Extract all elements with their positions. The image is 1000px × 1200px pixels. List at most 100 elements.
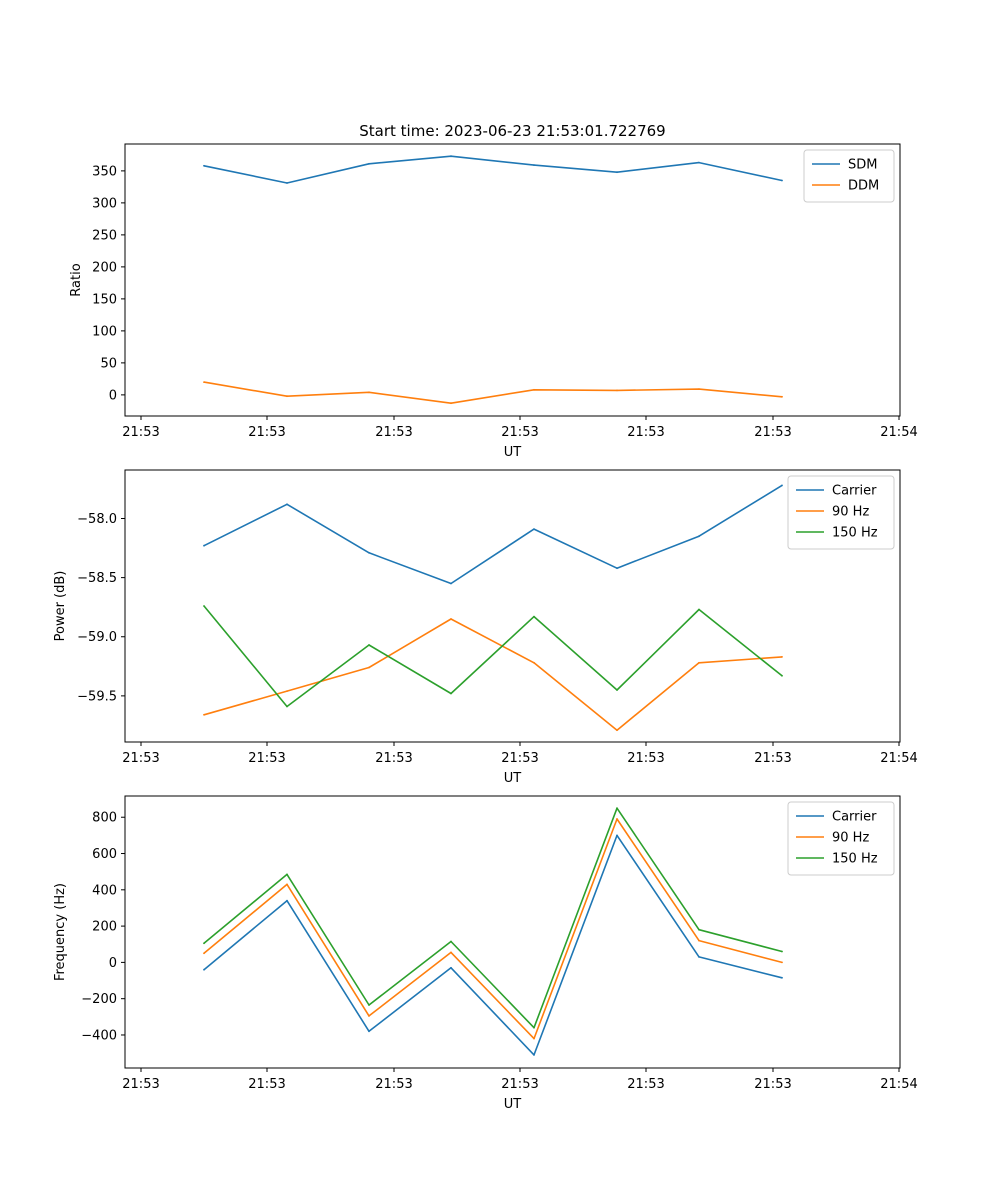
data-point [450,940,452,943]
y-tick-label: 400 [92,883,117,898]
data-point [616,171,618,174]
x-tick-label: 21:53 [248,1077,285,1092]
x-tick-label: 21:53 [375,1077,412,1092]
x-tick-label: 21:53 [627,425,664,440]
x-tick-label: 21:54 [880,751,917,766]
data-point [450,402,452,405]
data-point [286,503,288,506]
data-point [781,656,783,658]
y-tick-label: −58.0 [77,512,117,527]
legend-label: DDM [848,179,879,194]
y-tick-label: 600 [92,847,117,862]
data-point [533,661,535,664]
data-point [781,179,783,182]
y-tick-label: 100 [92,324,117,339]
data-point [616,818,618,820]
data-point [203,942,205,945]
data-point [533,615,535,618]
data-point [286,883,288,886]
data-point [616,689,618,691]
data-point [533,1054,535,1056]
data-point [203,952,205,955]
data-point [616,807,618,810]
series-line-2 [203,818,783,1040]
x-tick-label: 21:53 [248,425,285,440]
data-point [368,1015,370,1017]
data-point [698,161,700,164]
x-axis-label: UT [504,771,522,786]
data-point [698,661,700,664]
x-tick-label: 21:53 [122,751,159,766]
data-point [781,484,783,487]
legend: SDM DDM [803,149,895,203]
data-point [698,608,700,611]
data-point [203,605,205,607]
data-point [616,567,618,570]
y-tick-label: 800 [92,811,117,826]
data-point [533,164,535,167]
data-point [698,388,700,390]
y-tick-label: −59.0 [77,630,117,645]
data-point [450,692,452,695]
y-tick-label: 350 [92,164,117,179]
data-point [203,713,205,716]
data-point [616,834,618,837]
x-tick-label: 21:53 [375,751,412,766]
data-point [286,395,288,398]
data-point [781,674,783,677]
y-tick-label: 150 [92,292,117,307]
data-point [781,976,783,979]
data-point [533,1037,535,1040]
data-point [450,582,452,585]
x-axis-label: UT [504,1097,522,1112]
y-axis-label: Ratio [69,263,84,296]
data-point [286,705,288,708]
y-tick-label: −59.5 [77,689,117,704]
data-point [781,961,783,964]
chart-panel-2: 21:53 21:53 21:53 21:53 21:53 21:53 21:54 −59.5… [53,469,918,786]
data-point [286,690,288,692]
data-point [203,544,205,547]
y-tick-label: 0 [109,956,117,971]
x-tick-label: 21:53 [627,751,664,766]
y-axis-label: Power (dB) [53,571,68,642]
y-tick-label: −200 [81,992,117,1007]
y-tick-label: 250 [92,228,117,243]
y-tick-label: −400 [81,1028,117,1043]
x-tick-label: 21:53 [122,425,159,440]
legend-box [787,475,895,550]
data-point [286,873,288,876]
data-point [203,968,205,971]
series-line-1 [203,155,783,184]
data-point [450,618,452,620]
chart-panel-3: 21:53 21:53 21:53 21:53 21:53 21:53 21:54 −400 −… [53,795,918,1112]
legend-label: 90 Hz [832,505,869,520]
legend-label: Carrier [832,484,877,499]
data-point [781,950,783,953]
series-line-1 [203,834,783,1056]
x-tick-label: 21:53 [754,1077,791,1092]
data-point [533,1026,535,1029]
data-point [533,528,535,530]
legend: Carrier 90 Hz 150 Hz [787,801,895,876]
data-point [781,395,783,398]
data-point [450,155,452,158]
x-tick-label: 21:53 [754,751,791,766]
series-line-1 [203,484,783,585]
data-point [368,162,370,165]
x-axis-label: UT [504,445,522,460]
data-point [698,956,700,958]
x-tick-label: 21:53 [375,425,412,440]
data-point [450,966,452,969]
data-point [368,1030,370,1033]
data-point [698,928,700,931]
y-tick-label: 200 [92,260,117,275]
x-tick-label: 21:54 [880,1077,917,1092]
series-line-3 [203,605,783,708]
y-tick-label: 200 [92,920,117,935]
legend-box [787,801,895,876]
x-tick-label: 21:53 [122,1077,159,1092]
x-tick-label: 21:53 [627,1077,664,1092]
x-tick-label: 21:53 [754,425,791,440]
